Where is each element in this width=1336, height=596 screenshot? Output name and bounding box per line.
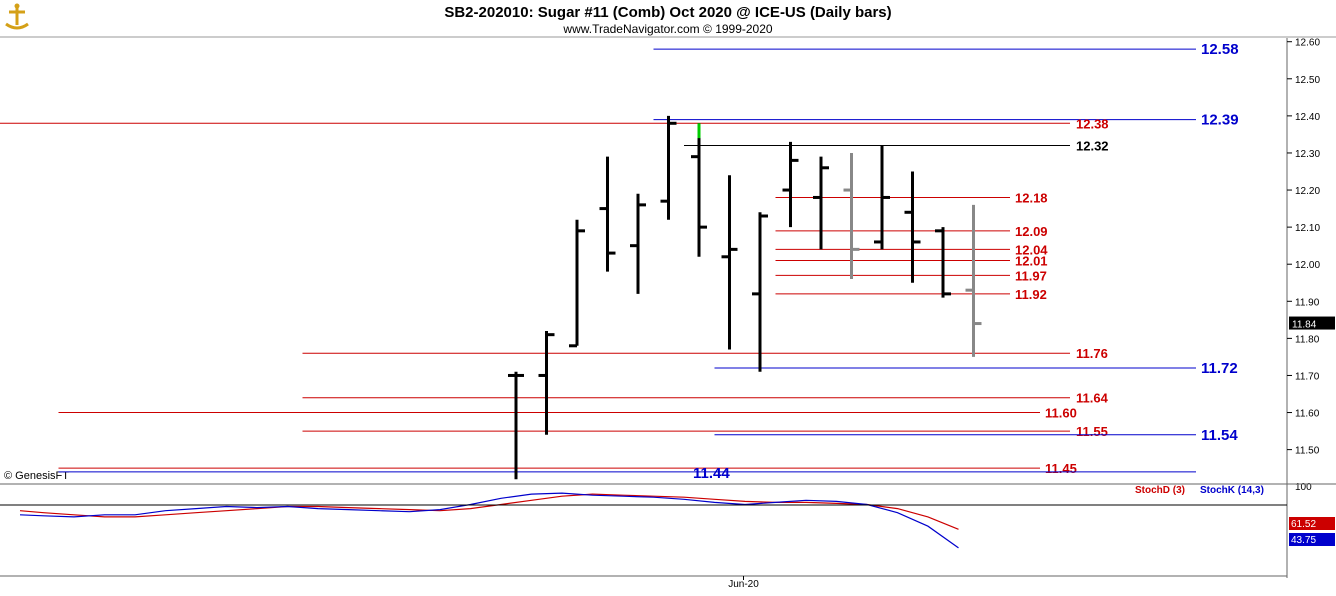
stoch-series-k: [19, 492, 959, 549]
ohlc-bar-16: [965, 204, 982, 357]
ohlc-bar-13: [874, 145, 890, 250]
stoch-last-box: [1289, 517, 1335, 530]
ohlc-bar-6: [660, 115, 677, 220]
level-label-11.92: 11.92: [1015, 287, 1047, 302]
trade-navigator-logo-icon: [4, 3, 30, 31]
price-tick-label: 12.50: [1295, 75, 1320, 86]
ohlc-bar-14: [904, 171, 921, 283]
level-label-11.60: 11.60: [1045, 406, 1077, 421]
stoch-last-label: 61.52: [1291, 519, 1316, 530]
price-tick-label: 11.50: [1295, 446, 1320, 457]
price-tick-label: 12.40: [1295, 112, 1320, 123]
price-tick-label: 11.70: [1295, 371, 1320, 382]
price-tick-label: 12.30: [1295, 149, 1320, 160]
level-label-12.04: 12.04: [1015, 242, 1048, 257]
chart-subtitle: www.TradeNavigator.com © 1999-2020: [562, 22, 772, 36]
level-label-11.44: 11.44: [693, 465, 730, 482]
ohlc-bar-1: [508, 371, 524, 480]
price-tick-label: 12.20: [1295, 186, 1320, 197]
level-label-12.39: 12.39: [1201, 112, 1239, 129]
ohlc-bar-7: [691, 123, 707, 257]
stoch-tick-label: 100: [1295, 482, 1312, 493]
level-label-12.38: 12.38: [1076, 116, 1109, 131]
price-tick-label: 12.60: [1295, 38, 1320, 49]
level-label-12.58: 12.58: [1201, 41, 1239, 58]
ohlc-bar-2: [538, 330, 555, 435]
ohlc-bar-9: [752, 212, 768, 372]
level-label-12.32: 12.32: [1076, 139, 1109, 154]
level-label-11.97: 11.97: [1015, 268, 1047, 283]
last-price-box: [1289, 316, 1335, 330]
price-tick-label: 12.10: [1295, 223, 1320, 234]
ohlc-bar-5: [630, 193, 646, 294]
ohlc-bar-3: [569, 219, 585, 348]
stoch-series-d: [19, 493, 959, 530]
level-label-11.55: 11.55: [1076, 424, 1108, 439]
stoch-last-box: [1289, 533, 1335, 546]
ohlc-bar-8: [721, 175, 738, 350]
last-price-label: 11.84: [1292, 320, 1317, 331]
ohlc-bar-11: [813, 156, 829, 250]
time-tick-label: Jun-20: [728, 579, 759, 590]
level-label-12.09: 12.09: [1015, 224, 1048, 239]
stoch-legend-d: StochD (3): [1135, 485, 1185, 496]
level-label-12.18: 12.18: [1015, 190, 1048, 205]
price-tick-label: 11.80: [1295, 334, 1320, 345]
ohlc-bar-4: [599, 156, 616, 272]
price-tick-label: 11.90: [1295, 297, 1320, 308]
level-label-11.76: 11.76: [1076, 346, 1108, 361]
level-label-12.01: 12.01: [1015, 254, 1048, 269]
chart-title: SB2-202010: Sugar #11 (Comb) Oct 2020 @ …: [444, 4, 891, 21]
level-label-11.72: 11.72: [1201, 360, 1238, 377]
price-tick-label: 11.60: [1295, 409, 1320, 420]
stoch-legend-k: StochK (14,3): [1200, 485, 1264, 496]
level-label-11.54: 11.54: [1201, 427, 1238, 444]
ohlc-bar-15: [935, 227, 951, 298]
ohlc-bar-10: [782, 141, 799, 228]
level-label-11.64: 11.64: [1076, 391, 1109, 406]
ohlc-bar-12: [843, 152, 860, 280]
stoch-last-label: 43.75: [1291, 535, 1316, 546]
genesis-copyright: © GenesisFT: [4, 470, 69, 482]
level-label-11.45: 11.45: [1045, 461, 1077, 476]
price-tick-label: 12.00: [1295, 260, 1320, 271]
